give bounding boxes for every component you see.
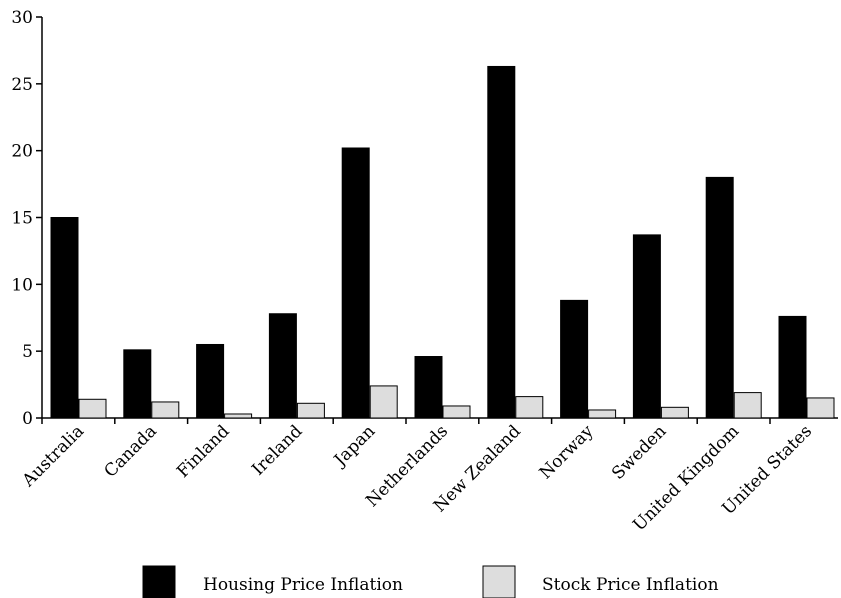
y-axis: 0 5 10 15 20 25 30	[11, 8, 43, 429]
y-tick-label: 20	[11, 142, 33, 162]
housing-bar-united-kingdom	[705, 176, 734, 419]
housing-bar-ireland	[268, 313, 297, 419]
housing-bar-finland	[196, 343, 225, 419]
y-tick-label: 25	[11, 75, 33, 95]
y-tick-label: 0	[22, 409, 33, 429]
category-label: Japan	[329, 421, 379, 471]
stock-bar-sweden	[660, 406, 689, 419]
housing-bar-australia	[50, 217, 79, 419]
stock-bar-netherlands	[442, 405, 471, 419]
x-axis	[41, 417, 838, 424]
stock-bar-ireland	[296, 402, 325, 419]
legend: Housing Price Inflation Stock Price Infla…	[142, 565, 719, 598]
bars	[50, 65, 835, 419]
housing-bar-japan	[341, 147, 370, 419]
category-label: Ireland	[248, 421, 306, 479]
category-label: Sweden	[608, 421, 670, 483]
housing-bar-norway	[560, 299, 589, 419]
legend-swatch	[142, 565, 176, 598]
stock-bar-japan	[369, 385, 398, 419]
category-label: Canada	[101, 421, 161, 481]
y-tick-label: 5	[22, 342, 33, 362]
category-label: Norway	[536, 421, 598, 483]
legend-swatch	[482, 565, 516, 598]
stock-bar-new-zealand	[515, 396, 544, 419]
housing-bar-new-zealand	[487, 65, 516, 419]
category-labels: Australia Canada Finland Ireland JapanNether…	[18, 421, 816, 535]
category-label: Australia	[18, 421, 88, 491]
y-tick-label: 30	[11, 8, 33, 28]
category-label: Finland	[173, 421, 234, 482]
housing-bar-canada	[123, 349, 152, 419]
housing-bar-united-states	[778, 315, 807, 419]
housing-bar-sweden	[632, 234, 661, 419]
legend-label: Housing Price Inflation	[203, 575, 403, 595]
stock-bar-finland	[224, 413, 253, 419]
stock-bar-united-states	[806, 397, 835, 419]
legend-label: Stock Price Inflation	[542, 575, 719, 595]
housing-bar-netherlands	[414, 356, 443, 419]
stock-bar-canada	[151, 401, 180, 419]
stock-bar-australia	[78, 398, 107, 419]
stock-bar-united-kingdom	[733, 392, 762, 419]
y-tick-label: 10	[11, 275, 33, 295]
y-tick-label: 15	[11, 209, 33, 229]
stock-bar-norway	[588, 409, 617, 419]
